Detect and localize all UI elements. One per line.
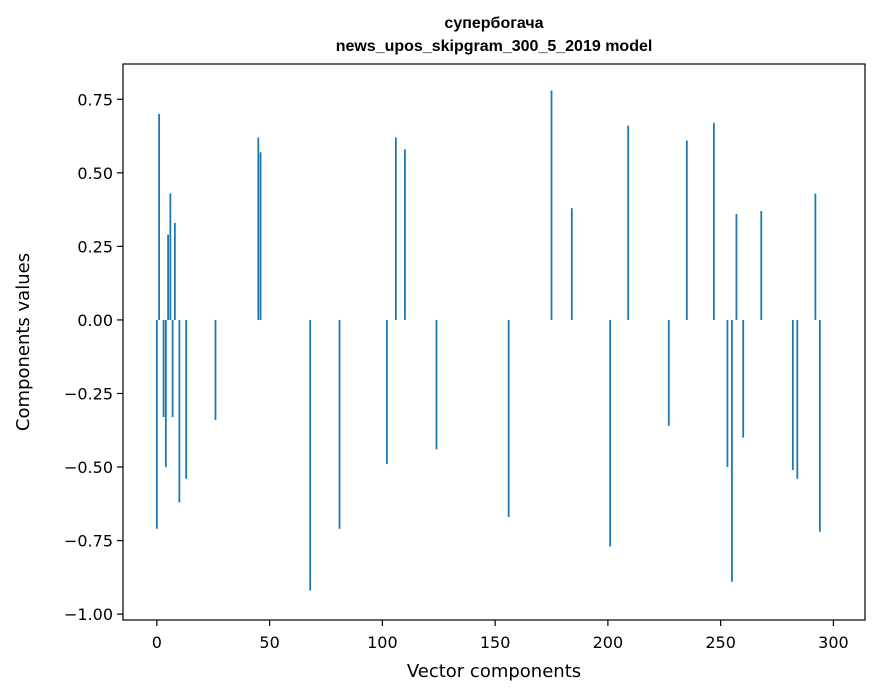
bar xyxy=(185,319,188,479)
bar xyxy=(404,149,406,320)
bar xyxy=(726,319,729,468)
bar xyxy=(158,114,160,320)
bar xyxy=(667,319,670,426)
bar xyxy=(385,319,388,465)
plot-frame xyxy=(122,63,866,621)
x-tick-label: 200 xyxy=(593,633,624,652)
bar xyxy=(338,319,341,529)
chart-subtitle: news_upos_skipgram_300_5_2019 model xyxy=(336,38,653,55)
bar xyxy=(173,222,176,320)
y-tick-label: −0.50 xyxy=(64,458,113,477)
bar xyxy=(731,319,733,582)
bar xyxy=(742,319,745,438)
x-tick-label: 100 xyxy=(367,633,398,652)
bar xyxy=(814,193,817,320)
y-tick-label: −0.25 xyxy=(64,384,113,403)
bar xyxy=(167,234,169,320)
bar xyxy=(171,319,174,418)
chart-title: супербогача xyxy=(444,15,543,32)
bar xyxy=(169,193,172,320)
bar xyxy=(214,319,217,420)
x-tick-label: 150 xyxy=(480,633,511,652)
x-tick-label: 0 xyxy=(152,633,162,652)
bar xyxy=(712,122,715,320)
bars-group xyxy=(155,90,821,591)
x-tick-label: 50 xyxy=(259,633,279,652)
bar xyxy=(259,152,262,320)
y-tick-label: 0.75 xyxy=(77,90,113,109)
x-axis-ticks: 0 50 100 150 200 250 300 xyxy=(152,620,849,652)
bar xyxy=(257,137,260,320)
y-tick-label: −1.00 xyxy=(64,605,113,624)
bar xyxy=(685,140,688,320)
bar xyxy=(550,90,553,320)
bar xyxy=(435,319,438,450)
y-axis-label: Components values xyxy=(13,253,34,431)
bar xyxy=(760,211,763,320)
bar xyxy=(507,319,510,518)
x-axis-label: Vector components xyxy=(407,661,581,682)
bar xyxy=(309,319,312,591)
y-tick-label: 0.50 xyxy=(77,164,113,183)
bar xyxy=(570,208,573,320)
bar xyxy=(162,319,165,418)
bar xyxy=(735,214,738,320)
bar xyxy=(609,319,612,547)
y-axis-ticks: 0.75 0.50 0.25 0.00 −0.25 −0.50 −0.75 −1.00 xyxy=(64,90,123,624)
bar xyxy=(796,319,799,479)
y-tick-label: 0.25 xyxy=(77,237,113,256)
y-tick-label: 0.00 xyxy=(77,311,113,330)
bar xyxy=(155,319,158,529)
bar xyxy=(791,319,794,470)
bar xyxy=(178,319,181,503)
x-tick-label: 300 xyxy=(818,633,849,652)
bar xyxy=(818,319,821,532)
bar xyxy=(627,125,630,320)
y-tick-label: −0.75 xyxy=(64,532,113,551)
bar xyxy=(394,137,397,320)
bar xyxy=(164,319,167,468)
x-tick-label: 250 xyxy=(705,633,736,652)
